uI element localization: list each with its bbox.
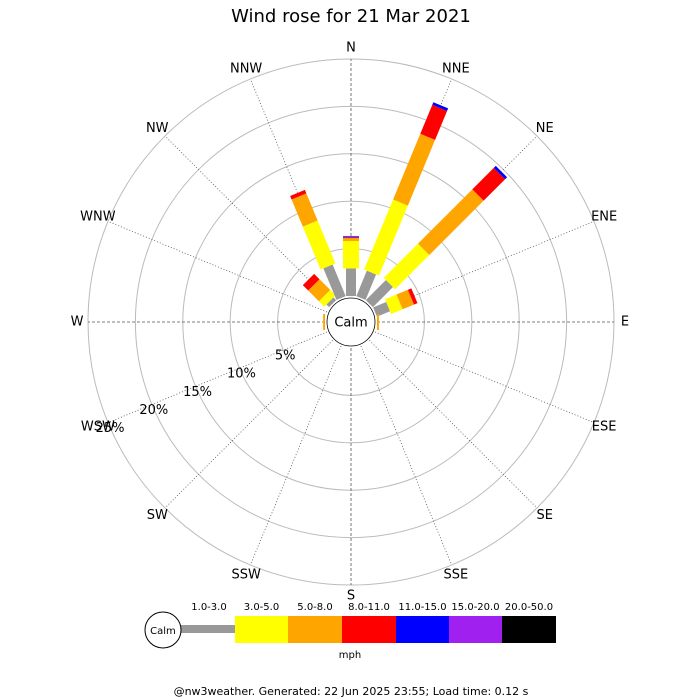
bar-segment [323, 264, 346, 300]
direction-label: SSW [231, 568, 261, 583]
legend-swatch [502, 616, 556, 643]
bar-segment [364, 199, 408, 276]
direction-label: N [346, 41, 356, 56]
calm-circle [326, 297, 376, 347]
direction-label: ESE [592, 419, 617, 434]
footer: @nw3weather. Generated: 22 Jun 2025 23:5… [174, 685, 529, 698]
direction-label: W [71, 315, 84, 330]
direction-label: ENE [591, 210, 617, 225]
bar-segment [393, 133, 436, 206]
bar-segment [377, 314, 379, 330]
spoke [164, 340, 333, 509]
spoke [360, 345, 453, 566]
bar-segment [343, 241, 359, 269]
legend-swatch [449, 616, 502, 643]
bar-segment [356, 270, 377, 300]
bar-segment [472, 167, 506, 201]
legend-swatch [181, 625, 235, 633]
r-tick-label: 25% [96, 421, 125, 436]
direction-label: SE [537, 508, 553, 523]
legend-label: 5.0-8.0 [297, 602, 332, 613]
legend-calm-circle [144, 611, 182, 649]
bar-segment [343, 237, 359, 239]
bar-segment [323, 314, 325, 330]
spoke [164, 135, 333, 304]
bar-segment [383, 243, 430, 290]
direction-label: NNE [442, 61, 470, 76]
bar-segment [326, 297, 337, 308]
bar-segment [343, 236, 359, 238]
legend-label: 3.0-5.0 [244, 602, 279, 613]
bar-segment [302, 273, 320, 291]
r-tick-label: 5% [275, 349, 296, 364]
r-tick-label: 15% [183, 385, 212, 400]
bar-segment [493, 165, 508, 180]
legend-label: 15.0-20.0 [451, 602, 499, 613]
r-tick-label: 20% [139, 403, 168, 418]
bar-segment [290, 189, 307, 200]
legend-label: 11.0-15.0 [398, 602, 446, 613]
grid-ring [229, 200, 473, 444]
legend-label: 8.0-11.0 [348, 602, 390, 613]
direction-label: NNW [230, 61, 262, 76]
bar-segment [346, 268, 356, 296]
legend-unit: mph [339, 650, 361, 661]
spoke [369, 340, 538, 509]
legend-swatch [396, 616, 449, 643]
spoke [374, 331, 595, 424]
spoke [249, 345, 342, 566]
legend-swatch [288, 616, 342, 643]
direction-label: E [621, 315, 629, 330]
bar-segment [420, 104, 448, 140]
direction-label: S [347, 589, 355, 604]
chart-title: Wind rose for 21 Mar 2021 [231, 6, 471, 27]
bar-segment [385, 294, 403, 314]
bar-segment [396, 289, 414, 310]
legend-calm-label: Calm [150, 626, 176, 637]
spoke [107, 331, 328, 424]
direction-label: SW [147, 508, 168, 523]
direction-label: NW [146, 121, 169, 136]
legend-label: 1.0-3.0 [191, 602, 226, 613]
direction-label: NE [536, 121, 554, 136]
direction-label: WSW [81, 419, 115, 434]
bar-segment [308, 279, 331, 302]
r-tick-label: 10% [227, 367, 256, 382]
legend-label: 20.0-50.0 [505, 602, 553, 613]
legend-swatch [342, 616, 396, 643]
bar-segment [318, 289, 336, 307]
spoke [107, 220, 328, 313]
grid-ring [134, 105, 568, 539]
bar-segment [302, 220, 336, 270]
direction-label: SSE [443, 568, 468, 583]
calm-label: Calm [334, 316, 367, 331]
legend-swatch [235, 616, 288, 643]
bar-segment [373, 301, 391, 317]
bar-segment [418, 189, 484, 255]
bar-segment [432, 102, 449, 111]
direction-label: WNW [80, 210, 116, 225]
bar-segment [365, 279, 394, 308]
bar-segment [343, 238, 359, 242]
bar-segment [407, 288, 418, 305]
bar-segment [291, 193, 318, 227]
